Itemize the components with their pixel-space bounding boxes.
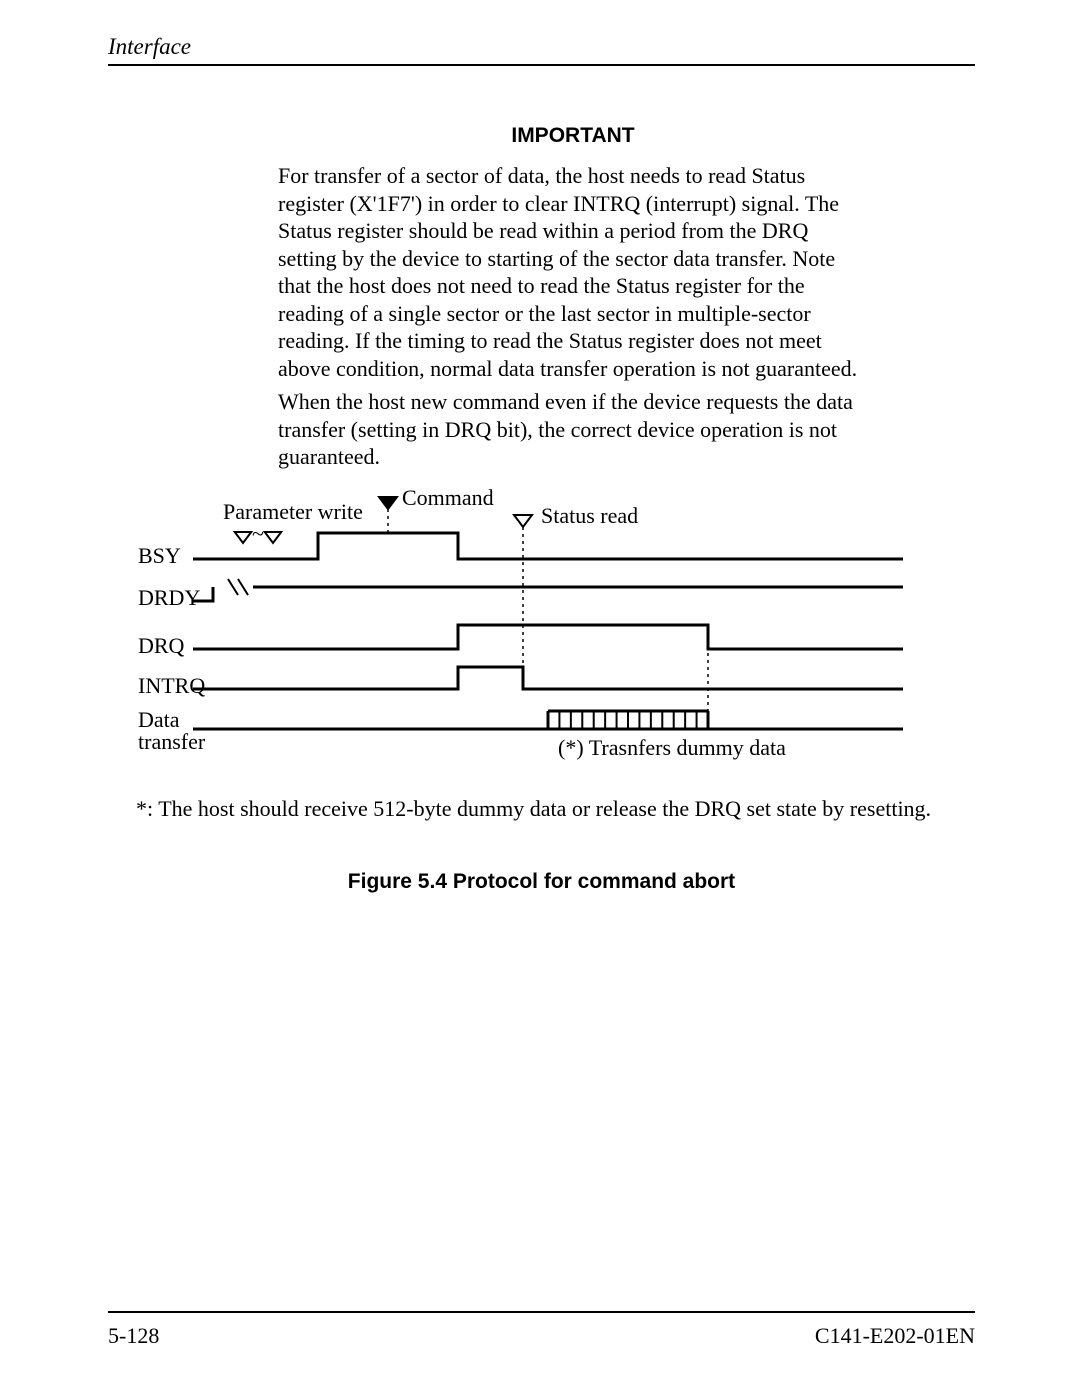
svg-text:INTRQ: INTRQ xyxy=(138,673,205,698)
footnote: *: The host should receive 512-byte dumm… xyxy=(136,796,975,822)
svg-text:Parameter write: Parameter write xyxy=(223,499,363,524)
important-para-2: When the host new command even if the de… xyxy=(278,388,868,471)
important-para-1: For transfer of a sector of data, the ho… xyxy=(278,162,868,382)
doc-id: C141-E202-01EN xyxy=(815,1323,975,1349)
svg-text:Status read: Status read xyxy=(541,503,638,528)
svg-text:BSY: BSY xyxy=(138,543,181,568)
page-footer: 5-128 C141-E202-01EN xyxy=(108,1311,975,1349)
header-title: Interface xyxy=(108,34,191,59)
svg-text:transfer: transfer xyxy=(138,729,206,754)
important-block: IMPORTANT For transfer of a sector of da… xyxy=(278,124,868,471)
svg-text:DRDY: DRDY xyxy=(138,585,200,610)
svg-text:DRQ: DRQ xyxy=(138,633,185,658)
figure-caption: Figure 5.4 Protocol for command abort xyxy=(108,870,975,894)
page-header: Interface xyxy=(108,34,975,66)
svg-text:~: ~ xyxy=(252,521,264,546)
timing-diagram: Command Status read Parameter write~ BSY DRD… xyxy=(108,489,975,774)
svg-text:Command: Command xyxy=(402,489,494,510)
svg-text:(*) Trasnfers dummy data: (*) Trasnfers dummy data xyxy=(558,735,786,760)
page-number: 5-128 xyxy=(108,1323,159,1349)
important-title: IMPORTANT xyxy=(278,124,868,148)
